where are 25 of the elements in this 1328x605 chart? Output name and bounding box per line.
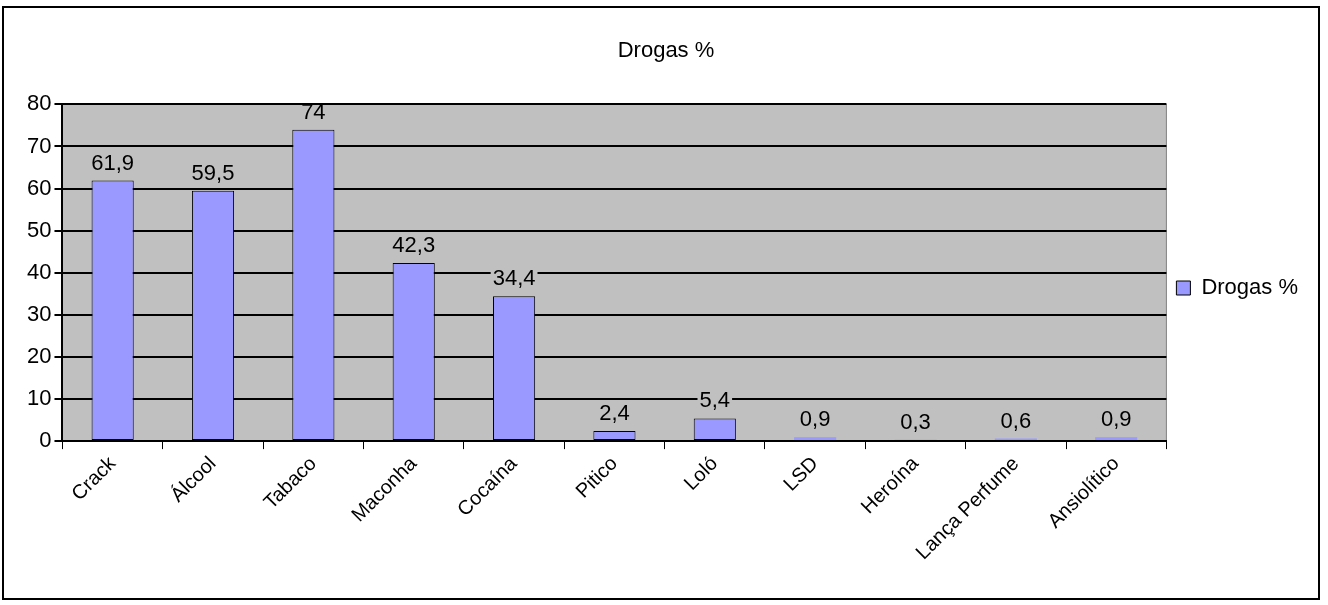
y-tick-label: 50 (26, 216, 52, 242)
bar (1095, 437, 1138, 441)
bar (794, 437, 837, 441)
legend-label: Drogas % (1201, 274, 1298, 300)
data-label: 0,9 (799, 406, 831, 432)
y-tick-label: 80 (26, 90, 52, 116)
y-tick-label: 60 (26, 174, 52, 200)
data-label: 0,6 (1000, 407, 1032, 433)
data-label: 61,9 (91, 149, 135, 175)
chart-title: Drogas % (617, 37, 715, 63)
y-tick-label: 70 (26, 132, 52, 158)
data-label: 5,4 (699, 387, 731, 413)
data-label: 0,3 (900, 408, 931, 434)
data-label: 34,4 (492, 265, 536, 291)
y-tick-label: 0 (39, 427, 52, 453)
data-label: 42,3 (392, 232, 436, 258)
data-label: 2,4 (599, 400, 630, 426)
x-tick-label: LSD (778, 451, 822, 495)
data-label: 59,5 (191, 159, 235, 185)
x-tick-label: Loló (679, 451, 722, 495)
y-tick-label: 10 (26, 385, 52, 411)
data-label: 0,9 (1100, 406, 1132, 432)
y-tick-label: 20 (26, 343, 52, 368)
y-tick-label: 40 (26, 258, 52, 284)
y-tick-label: 30 (26, 300, 52, 326)
